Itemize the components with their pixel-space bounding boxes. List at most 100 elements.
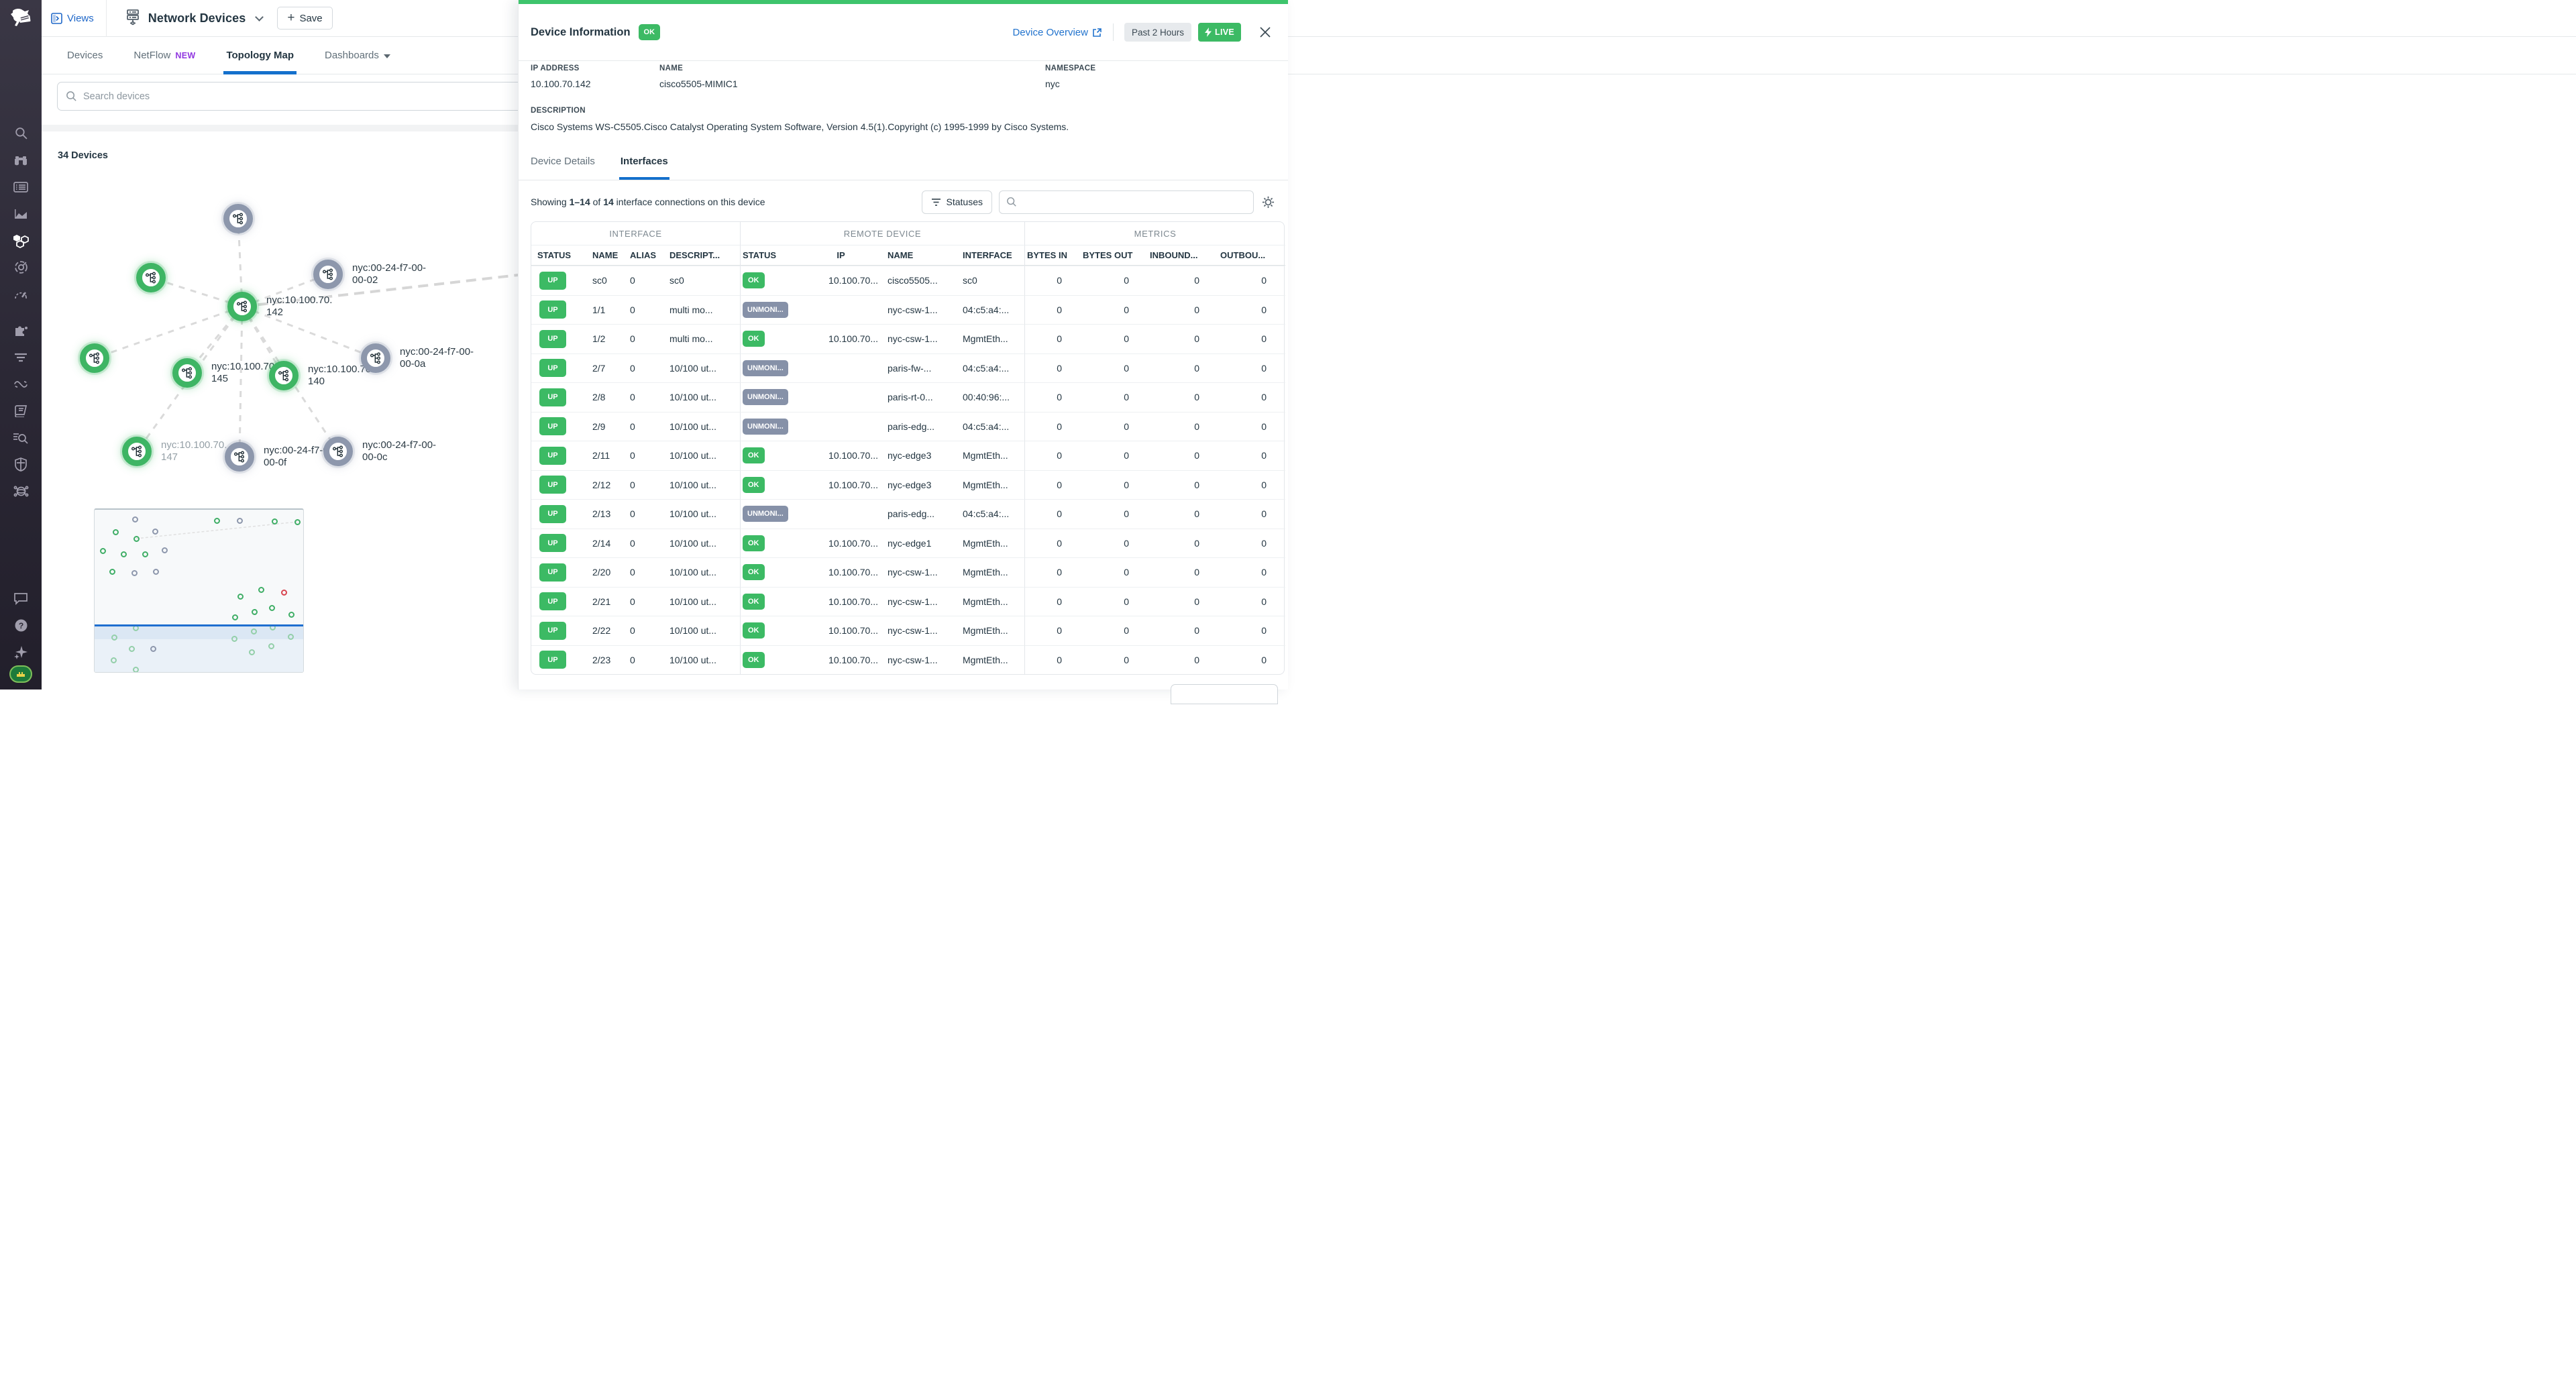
cell-metric: 0	[1024, 353, 1081, 383]
watchdog-binoculars-icon[interactable]	[0, 147, 42, 174]
cell-metric: 0	[1148, 499, 1218, 529]
cell-if-status: UP	[531, 353, 584, 383]
log-pipelines-filter-icon[interactable]	[0, 344, 42, 371]
interface-search-input[interactable]	[1022, 197, 1246, 207]
network-globe-icon[interactable]	[0, 478, 42, 505]
cell-rd-ip: 10.100.70...	[799, 616, 883, 645]
column-header[interactable]: OUTBOU...	[1218, 245, 1285, 266]
user-avatar[interactable]	[9, 665, 32, 683]
datadog-logo-icon[interactable]	[9, 8, 33, 33]
cell-metric: 0	[1081, 557, 1148, 587]
search-icon[interactable]	[0, 120, 42, 147]
gear-icon[interactable]	[1262, 196, 1275, 209]
column-header[interactable]: INBOUND...	[1148, 245, 1218, 266]
infrastructure-hexagons-icon[interactable]	[0, 227, 42, 254]
ci-infinity-icon[interactable]	[0, 371, 42, 398]
tab-dashboards[interactable]: Dashboards	[325, 37, 390, 74]
column-header[interactable]: IP	[799, 245, 883, 266]
cell-rd-ip: 10.100.70...	[799, 266, 883, 295]
ip-address-value: 10.100.70.142	[531, 78, 659, 89]
live-button[interactable]: LIVE	[1198, 23, 1241, 42]
tab-device-details[interactable]: Device Details	[531, 156, 595, 180]
cell-metric: 0	[1081, 616, 1148, 645]
cell-if-status: UP	[531, 587, 584, 616]
minimap-device-dot	[251, 628, 257, 635]
integrations-puzzle-icon[interactable]	[0, 317, 42, 344]
column-header[interactable]: BYTES IN	[1024, 245, 1081, 266]
cell-metric: 0	[1148, 557, 1218, 587]
column-header[interactable]: STATUS	[531, 245, 584, 266]
column-header[interactable]: NAME	[584, 245, 625, 266]
column-header[interactable]: NAME	[883, 245, 953, 266]
help-question-icon[interactable]: ?	[0, 612, 42, 639]
column-header[interactable]: ALIAS	[625, 245, 655, 266]
tab-interfaces[interactable]: Interfaces	[621, 156, 668, 180]
cell-if-description: 10/100 ut...	[655, 529, 740, 558]
device-node[interactable]	[172, 358, 202, 388]
column-header[interactable]: DESCRIPT...	[655, 245, 740, 266]
device-node[interactable]	[227, 292, 257, 321]
column-header[interactable]: BYTES OUT	[1081, 245, 1148, 266]
cell-metric: 0	[1081, 324, 1148, 353]
device-node[interactable]	[223, 204, 253, 233]
cell-metric: 0	[1081, 499, 1148, 529]
device-overview-link[interactable]: Device Overview	[1012, 27, 1102, 38]
cell-metric: 0	[1081, 295, 1148, 325]
metrics-chart-icon[interactable]	[0, 201, 42, 227]
cell-rd-status: UNMONI...	[740, 382, 799, 412]
minimap-device-dot	[294, 519, 301, 525]
cell-if-name: 1/2	[584, 324, 625, 353]
column-header[interactable]: INTERFACE	[953, 245, 1024, 266]
device-node[interactable]	[361, 343, 390, 373]
statuses-filter-button[interactable]: Statuses	[922, 190, 992, 214]
log-search-icon[interactable]	[0, 425, 42, 451]
topology-minimap[interactable]	[94, 508, 304, 673]
cell-metric: 0	[1218, 470, 1285, 500]
column-header[interactable]: STATUS	[740, 245, 799, 266]
minimap-device-dot	[252, 609, 258, 615]
cell-metric: 0	[1024, 557, 1081, 587]
time-range-selector[interactable]: Past 2 Hours	[1124, 23, 1191, 42]
save-button[interactable]: + Save	[277, 7, 332, 30]
tab-topology-map[interactable]: Topology Map	[226, 37, 294, 74]
ip-address-label: IP ADDRESS	[531, 64, 659, 72]
cell-rd-status: OK	[740, 616, 799, 645]
cell-if-status: UP	[531, 324, 584, 353]
device-node[interactable]	[122, 437, 152, 466]
title-chevron-down-icon[interactable]	[255, 13, 264, 21]
cell-if-alias: 0	[625, 441, 655, 470]
device-node[interactable]	[225, 442, 254, 472]
close-icon[interactable]	[1258, 25, 1272, 39]
device-node[interactable]	[269, 361, 299, 390]
minimap-device-dot	[109, 569, 115, 575]
tab-devices[interactable]: Devices	[67, 37, 103, 74]
cell-if-description: 10/100 ut...	[655, 382, 740, 412]
cell-if-alias: 0	[625, 529, 655, 558]
service-gauge-icon[interactable]	[0, 281, 42, 308]
notebooks-book-icon[interactable]	[0, 398, 42, 425]
minimap-viewport-line[interactable]	[95, 624, 303, 626]
device-node[interactable]	[80, 343, 109, 373]
minimap-device-dot	[121, 551, 127, 557]
cell-if-description: 10/100 ut...	[655, 499, 740, 529]
pagination-control[interactable]	[1171, 684, 1278, 704]
apm-target-icon[interactable]	[0, 254, 42, 281]
bits-ai-sparkle-icon[interactable]	[0, 639, 42, 665]
divider	[1113, 23, 1114, 41]
cell-metric: 0	[1024, 441, 1081, 470]
cell-metric: 0	[1148, 324, 1218, 353]
cell-rd-status: OK	[740, 470, 799, 500]
device-node[interactable]	[313, 260, 343, 289]
feedback-chat-icon[interactable]	[0, 585, 42, 612]
cell-if-alias: 0	[625, 353, 655, 383]
device-node[interactable]	[136, 263, 166, 292]
dashboards-list-icon[interactable]	[0, 174, 42, 201]
cell-rd-interface: MgmtEth...	[953, 324, 1024, 353]
tab-netflow[interactable]: NetFlowNEW	[133, 37, 195, 74]
cell-rd-status: OK	[740, 529, 799, 558]
views-button[interactable]: Views	[42, 0, 107, 37]
device-node[interactable]	[323, 437, 353, 466]
security-shield-icon[interactable]	[0, 451, 42, 478]
cell-metric: 0	[1218, 441, 1285, 470]
cell-rd-interface: 04:c5:a4:...	[953, 499, 1024, 529]
